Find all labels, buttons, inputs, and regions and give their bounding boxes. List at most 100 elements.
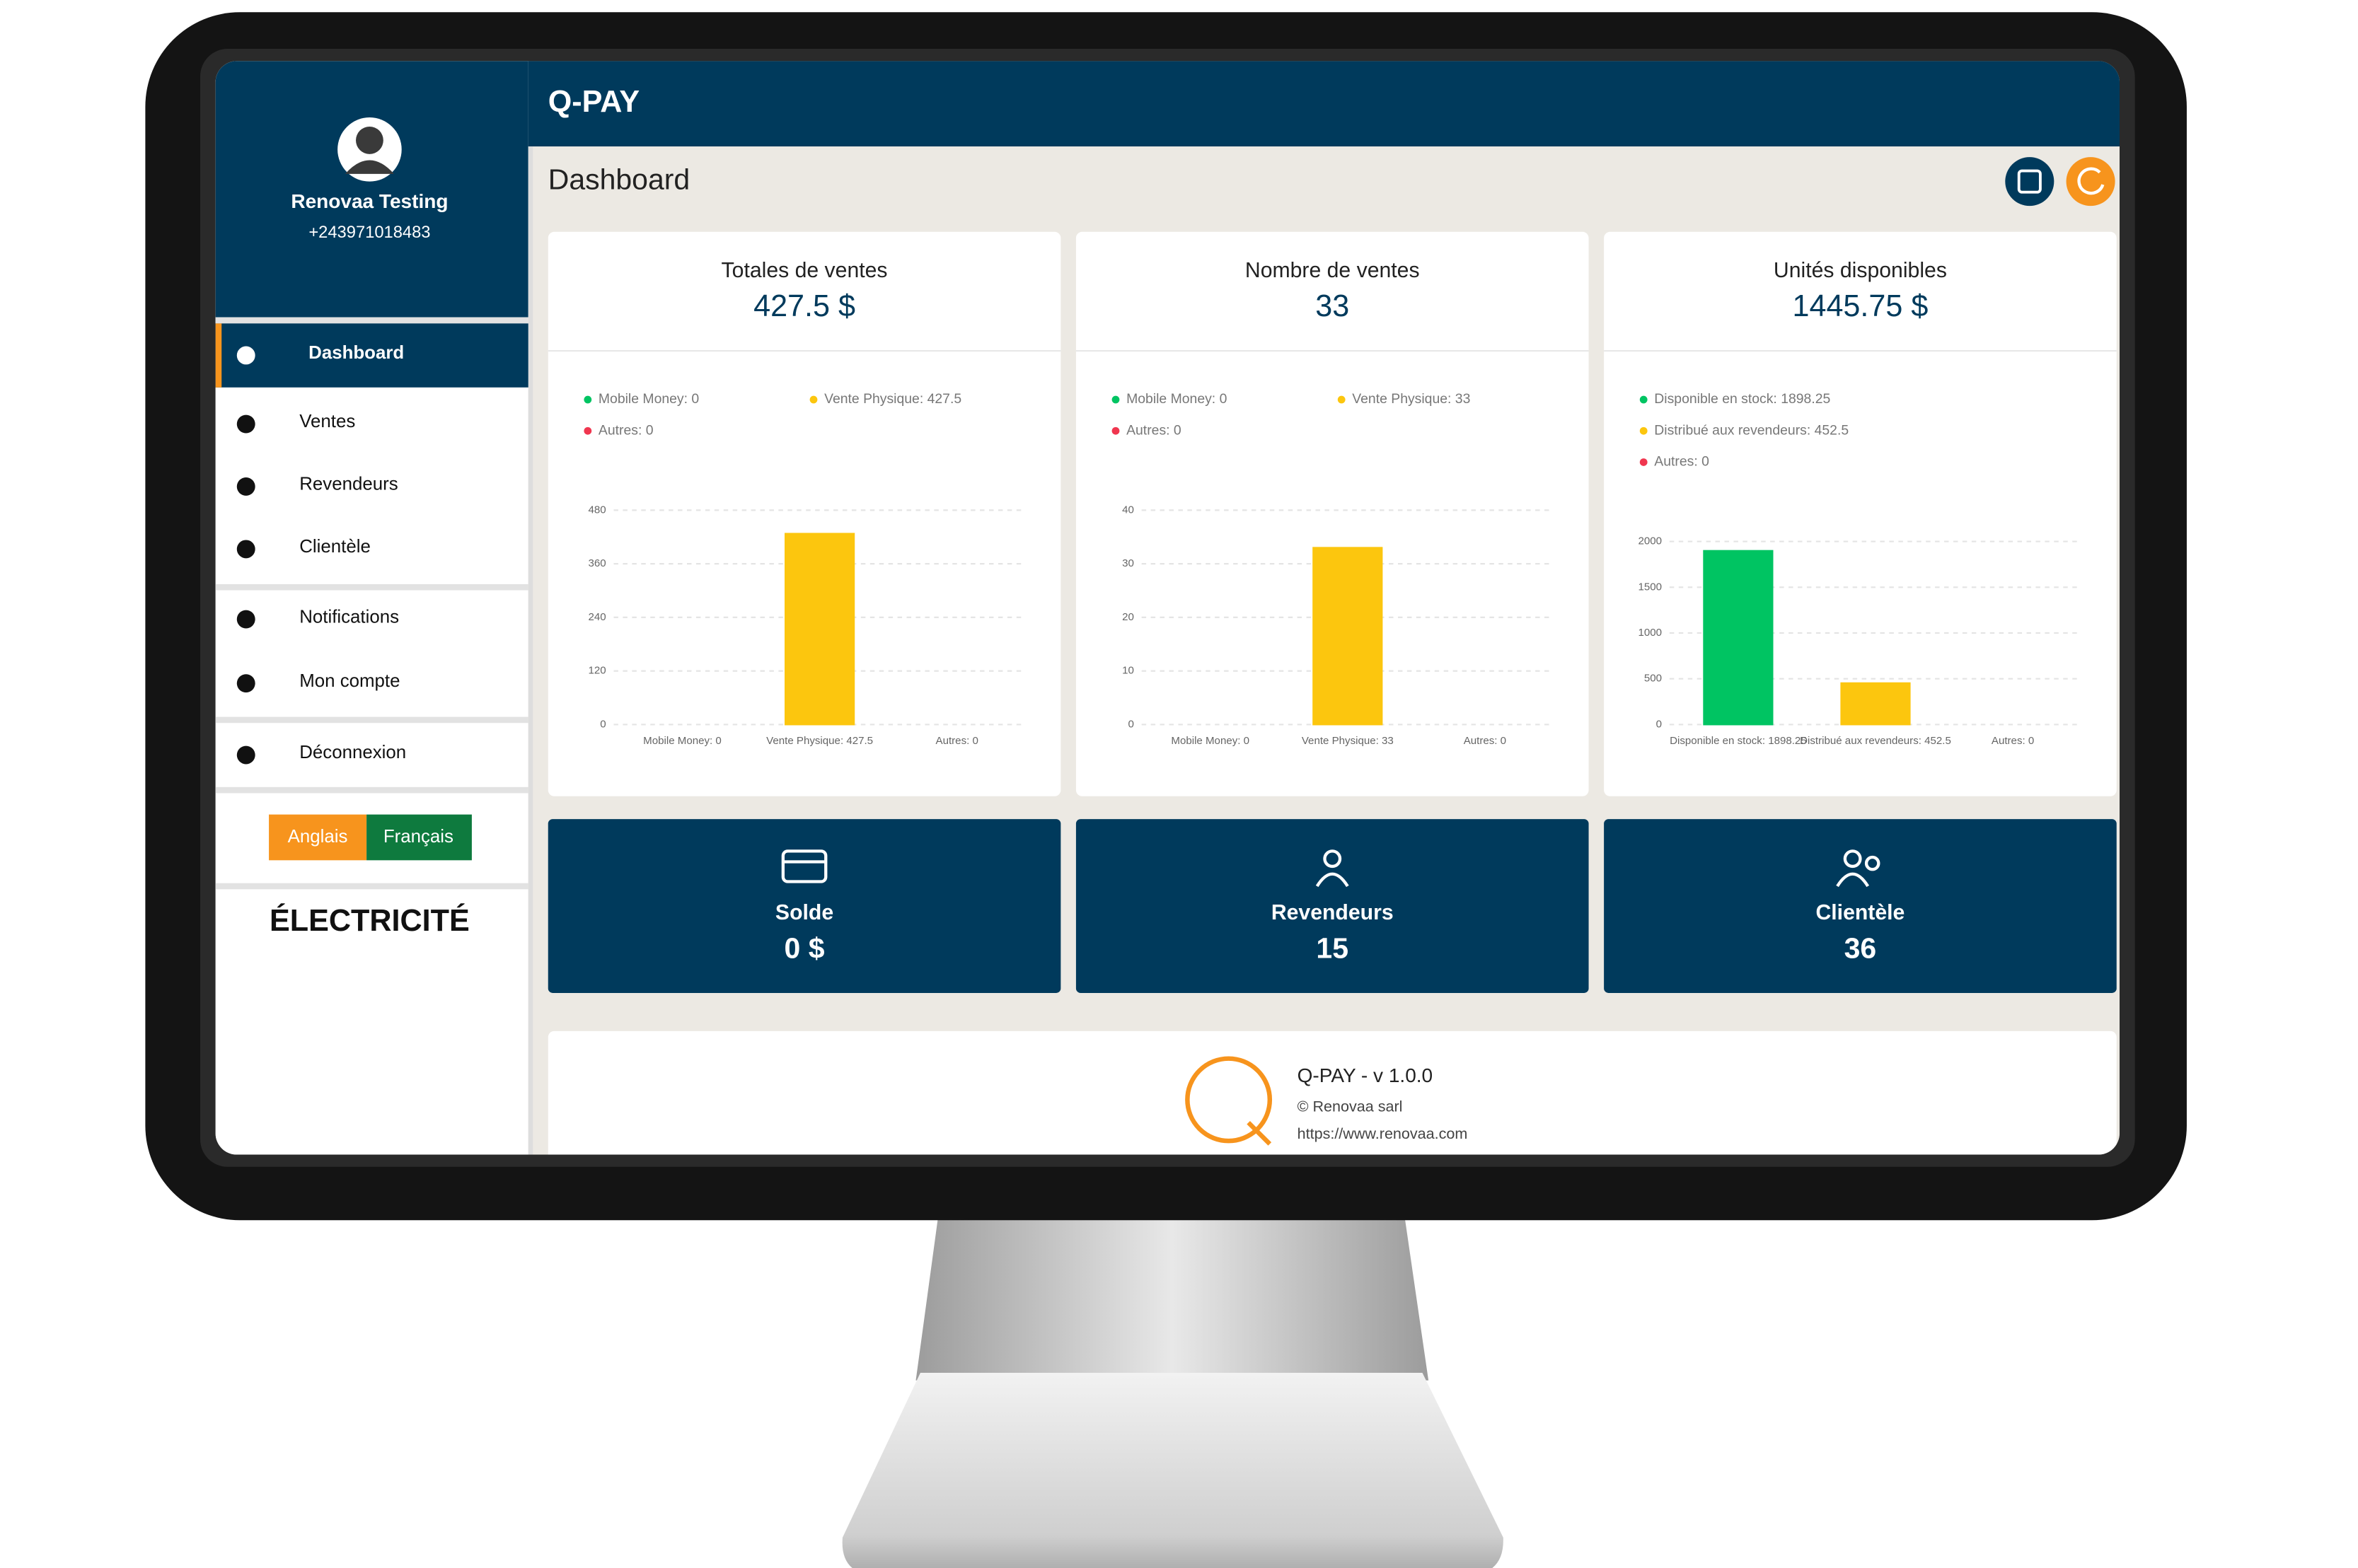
bar — [785, 533, 855, 726]
menu-item[interactable]: Clientèle — [299, 537, 371, 557]
x-tick-label: Mobile Money: 0 — [1171, 735, 1249, 747]
sidebar-shadow — [528, 146, 533, 1155]
sidebar-profile — [215, 61, 528, 318]
summary-card[interactable] — [548, 819, 1061, 993]
summary-card[interactable] — [1075, 819, 1589, 993]
legend-dot — [1639, 426, 1648, 435]
lang-button[interactable] — [269, 814, 367, 861]
legend-dot — [809, 395, 818, 404]
summary-label: Solde — [775, 901, 833, 924]
summary-icon — [1836, 872, 1870, 888]
legend-dot — [1639, 458, 1648, 466]
stat-card — [548, 231, 1061, 796]
summary-label: Revendeurs — [1271, 901, 1394, 924]
y-tick-label: 360 — [589, 557, 606, 569]
legend-dot — [1111, 426, 1120, 435]
menu-item[interactable]: Mon compte — [299, 671, 400, 691]
calendar-button[interactable] — [2005, 157, 2054, 207]
stat-card-value: 33 — [1315, 289, 1349, 323]
legend-label: Vente Physique: 427.5 — [824, 391, 961, 407]
summary-value: 15 — [1316, 931, 1348, 964]
menu-divider — [215, 583, 528, 591]
top-bar — [528, 61, 2120, 147]
lang-label[interactable]: Français — [383, 827, 453, 847]
stat-card-value: 1445.75 $ — [1792, 289, 1928, 323]
monitor-base — [842, 1372, 1503, 1568]
summary-value: 0 $ — [785, 931, 825, 964]
menu-divider — [215, 883, 528, 890]
avatar-head — [356, 126, 383, 154]
menu-icon — [236, 540, 255, 559]
screen: Q-PAY Renovaa Testing +243971018483 Dashboa… — [215, 61, 2120, 1155]
legend-label: Autres: 0 — [1654, 454, 1709, 470]
app-title: Q-PAY — [548, 85, 640, 119]
summary-icon — [1315, 872, 1349, 888]
legend-label: Mobile Money: 0 — [1126, 391, 1227, 407]
stat-card — [1075, 231, 1589, 796]
footer-logo-tail — [1247, 1120, 1272, 1146]
menu-item[interactable]: Notifications — [299, 607, 399, 627]
menu-icon — [236, 346, 255, 365]
y-tick-label: 480 — [589, 504, 606, 516]
y-tick-label: 2000 — [1639, 535, 1663, 547]
footer-url: https://www.renovaa.com — [1298, 1125, 1468, 1142]
summary-value: 36 — [1844, 931, 1877, 964]
bar — [1840, 682, 1911, 726]
menu-divider — [215, 786, 528, 794]
y-tick-label: 240 — [589, 611, 606, 623]
lang-label[interactable]: Anglais — [288, 827, 348, 847]
legend-label: Disponible en stock: 1898.25 — [1654, 391, 1830, 407]
avatar-body — [345, 160, 394, 174]
footer-company: © Renovaa sarl — [1298, 1097, 1403, 1115]
menu-icon — [236, 477, 255, 496]
menu-icon — [236, 745, 255, 765]
x-tick-label: Disponible en stock: 1898.25 — [1670, 735, 1807, 747]
legend-dot — [1111, 395, 1120, 404]
menu-active-border — [215, 323, 222, 388]
menu-icon — [236, 610, 255, 629]
legend-label: Distribué aux revendeurs: 452.5 — [1654, 422, 1849, 438]
x-tick-label: Vente Physique: 427.5 — [766, 735, 873, 747]
menu-item[interactable]: Dashboard — [308, 343, 404, 363]
menu-divider — [215, 317, 528, 324]
y-tick-label: 10 — [1122, 665, 1134, 677]
menu-icon — [236, 414, 255, 434]
summary-label: Clientèle — [1816, 901, 1905, 924]
refresh-icon — [2077, 167, 2105, 195]
menu-item[interactable]: Ventes — [299, 412, 355, 431]
refresh-button[interactable] — [2066, 157, 2115, 207]
service-label: ÉLECTRICITÉ — [270, 904, 470, 938]
summary-card[interactable] — [1604, 819, 2117, 993]
menu-divider — [215, 716, 528, 724]
bar — [1312, 547, 1383, 726]
legend-label: Autres: 0 — [1126, 422, 1181, 438]
y-tick-label: 40 — [1122, 504, 1134, 516]
y-tick-label: 20 — [1122, 611, 1134, 623]
calendar-icon — [2017, 169, 2042, 194]
stat-card-title: Totales de ventes — [722, 259, 888, 282]
legend-label: Mobile Money: 0 — [599, 391, 699, 407]
legend-dot — [584, 426, 592, 435]
y-tick-label: 1000 — [1639, 627, 1663, 639]
menu-item[interactable]: Revendeurs — [299, 475, 398, 494]
stat-card-title: Unités disponibles — [1774, 259, 1947, 282]
user-phone: +243971018483 — [308, 223, 430, 242]
footer — [548, 1030, 2117, 1155]
page-title: Dashboard — [548, 163, 690, 195]
legend-label: Vente Physique: 33 — [1352, 391, 1470, 407]
x-tick-label: Vente Physique: 33 — [1302, 735, 1394, 747]
y-tick-label: 0 — [600, 718, 606, 730]
menu-item[interactable]: Déconnexion — [299, 743, 406, 762]
y-tick-label: 30 — [1122, 557, 1134, 569]
legend-dot — [1639, 395, 1648, 404]
menu-active-bg — [215, 323, 528, 388]
x-tick-label: Distribué aux revendeurs: 452.5 — [1800, 735, 1951, 747]
legend-label: Autres: 0 — [599, 422, 654, 438]
lang-button[interactable] — [366, 814, 472, 861]
x-tick-label: Mobile Money: 0 — [643, 735, 722, 747]
user-name: Renovaa Testing — [291, 190, 448, 212]
legend-dot — [584, 395, 592, 404]
y-tick-label: 500 — [1644, 673, 1662, 685]
x-tick-label: Autres: 0 — [1992, 735, 2034, 747]
